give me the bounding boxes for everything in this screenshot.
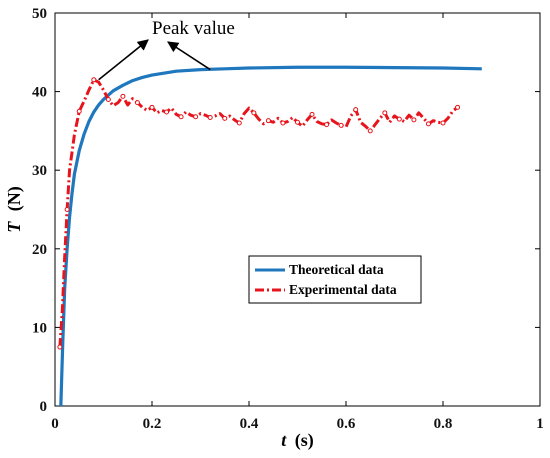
- data-point-experimental: [193, 114, 199, 120]
- x-tick-label: 0.4: [240, 416, 259, 432]
- x-tick-label: 0.8: [434, 416, 453, 432]
- data-point-experimental: [64, 207, 70, 212]
- annotation-arrow: [98, 39, 149, 81]
- legend-box: [248, 255, 422, 304]
- y-tick-label: 10: [32, 320, 47, 336]
- y-axis-label: T (N): [4, 186, 25, 233]
- data-point-experimental: [324, 122, 330, 128]
- legend: Theoretical data Experimental data: [248, 255, 422, 304]
- y-tick-label: 40: [32, 85, 47, 101]
- legend-label-theoretical: Theoretical data: [289, 262, 384, 277]
- y-axis-variable: T: [4, 221, 24, 233]
- data-point-experimental: [222, 115, 228, 121]
- plot-frame: [54, 12, 541, 407]
- data-point-experimental: [338, 122, 344, 128]
- data-point-experimental: [425, 121, 431, 127]
- data-point-experimental: [134, 100, 140, 106]
- x-tick-label: 0.6: [337, 416, 356, 432]
- data-point-experimental: [382, 110, 388, 116]
- y-tick-label: 20: [32, 242, 47, 258]
- data-point-experimental: [164, 109, 170, 115]
- annotation-text: Peak value: [152, 18, 235, 39]
- plot-area: [54, 12, 541, 407]
- x-axis-variable: t: [281, 430, 287, 450]
- data-point-experimental: [411, 117, 417, 123]
- x-tick-label: 0.2: [143, 416, 162, 432]
- x-axis-label: t (s): [281, 430, 314, 451]
- data-point-experimental: [57, 344, 63, 350]
- data-point-experimental: [353, 107, 359, 113]
- data-point-experimental: [309, 111, 315, 117]
- data-point-experimental: [396, 116, 402, 122]
- y-tick-label: 50: [32, 6, 47, 22]
- y-tick-label: 0: [40, 399, 48, 415]
- data-point-experimental: [120, 93, 126, 99]
- annotation-arrow: [167, 41, 211, 71]
- data-point-experimental: [105, 96, 111, 102]
- y-axis-unit: (N): [4, 186, 25, 211]
- x-tick-label: 0: [51, 416, 59, 432]
- data-point-experimental: [440, 120, 446, 126]
- data-point-experimental: [91, 77, 97, 83]
- data-point-experimental: [295, 119, 300, 125]
- x-axis-ticks: 0 0.2 0.4 0.6 0.8 1: [51, 13, 544, 432]
- y-axis-ticks: 0 10 20 30 40 50: [32, 6, 540, 415]
- data-point-experimental: [367, 128, 373, 134]
- series-line-experimental: [58, 78, 459, 348]
- data-point-experimental: [265, 118, 271, 124]
- data-point-experimental: [280, 120, 286, 126]
- data-point-experimental: [76, 108, 82, 114]
- annotation: Peak value: [98, 18, 235, 81]
- legend-label-experimental: Experimental data: [289, 282, 397, 297]
- y-tick-label: 30: [32, 163, 47, 179]
- data-point-experimental: [251, 110, 257, 116]
- data-point-experimental: [455, 104, 461, 110]
- x-tick-label: 1: [536, 416, 544, 432]
- data-point-experimental: [236, 120, 242, 126]
- x-axis-unit: (s): [295, 430, 314, 451]
- series-line-theoretical: [59, 65, 482, 407]
- data-point-experimental: [207, 115, 213, 121]
- data-point-experimental: [149, 104, 155, 110]
- series-layer: [57, 65, 482, 407]
- data-point-experimental: [178, 114, 184, 120]
